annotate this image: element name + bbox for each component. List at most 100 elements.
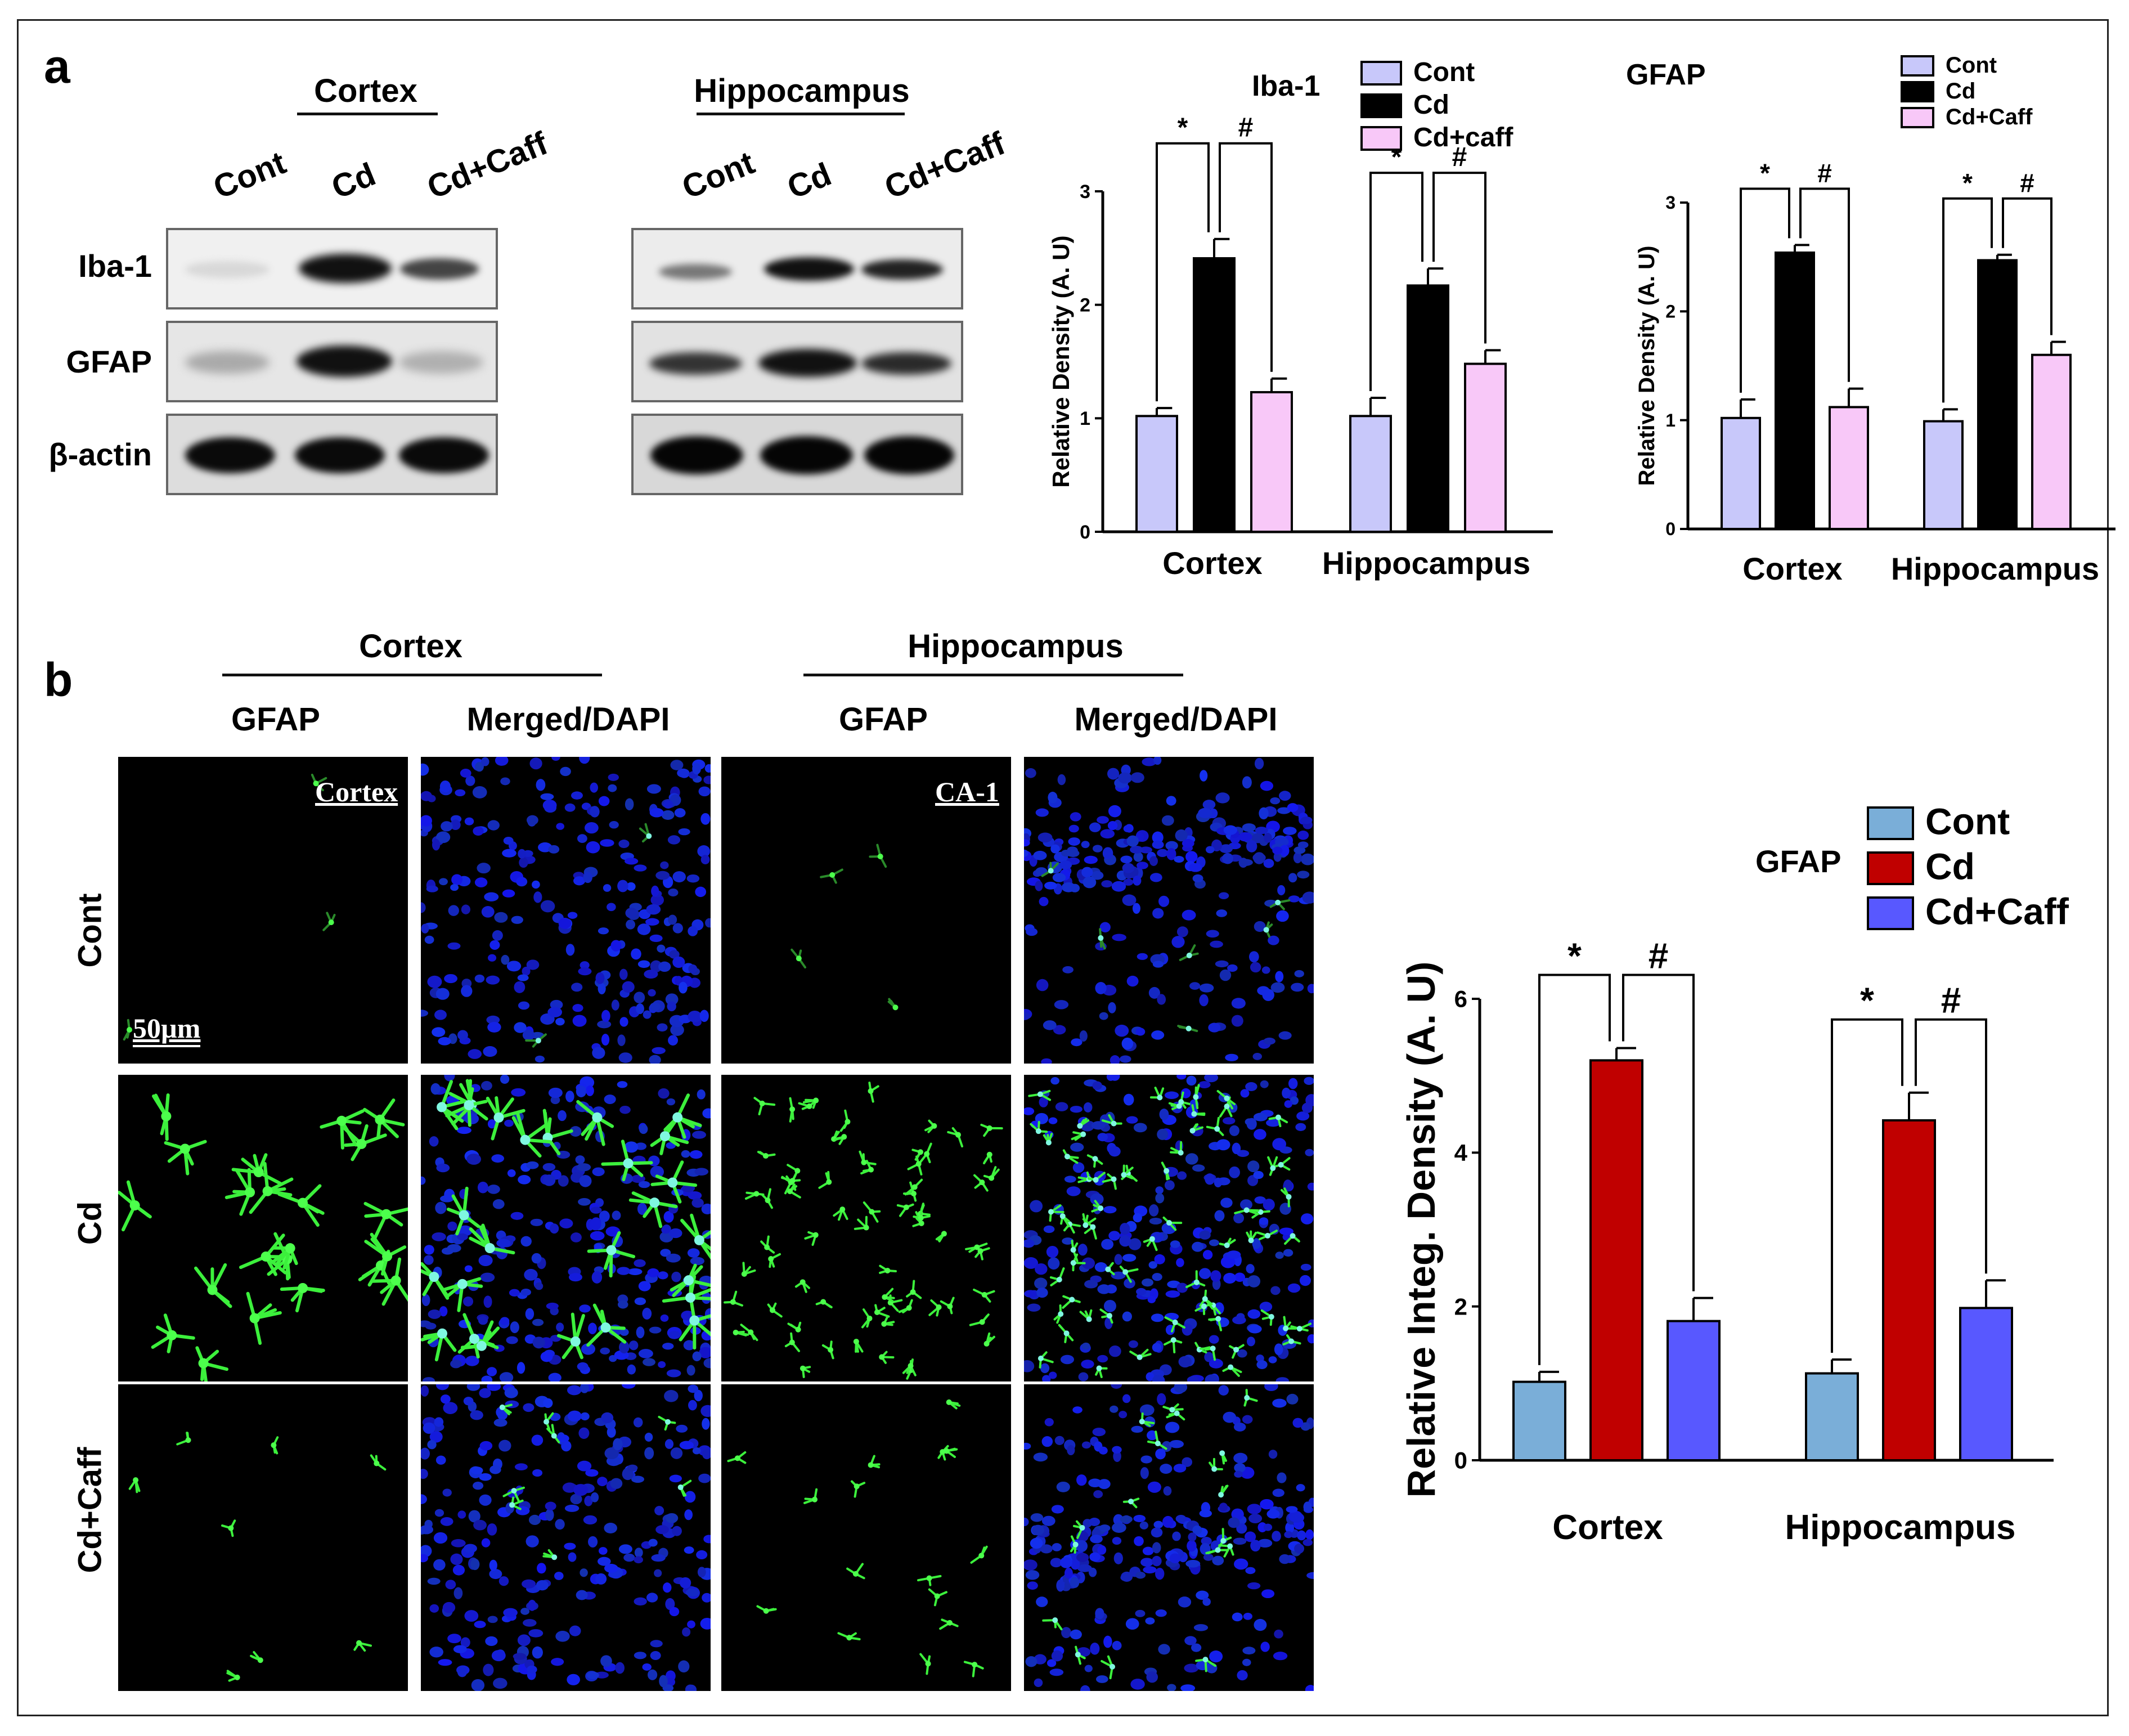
legend-label: Cd: [1946, 79, 1975, 104]
blot-hippocampus-header: Hippocampus: [694, 73, 910, 109]
bar: [1589, 1059, 1643, 1462]
micrograph: [118, 1384, 408, 1691]
chart-title: GFAP: [1626, 59, 1706, 91]
bar: [1959, 1307, 2013, 1462]
chart-gfap-integ: 0 2 4 6 Relative Integ. Density (A. U) Cortex…: [1399, 801, 2069, 1547]
col-label-cortex-gfap: GFAP: [231, 701, 320, 738]
bar: [1829, 406, 1869, 531]
legend-label: Cd: [1925, 846, 1975, 887]
bar: [1721, 416, 1761, 530]
category-label: Hippocampus: [1322, 545, 1530, 581]
legend-swatch: [1360, 61, 1402, 86]
panel-a-letter: a: [44, 40, 70, 93]
micrograph: [421, 1384, 711, 1691]
legend-label: Cd+caff: [1413, 123, 1513, 152]
y-tick-label: 3: [1080, 181, 1090, 203]
row-label-cd: Cd: [71, 1201, 109, 1245]
significance-bracket: [1538, 974, 1611, 1365]
micrograph: [421, 1075, 711, 1381]
legend-swatch: [1901, 107, 1934, 128]
significance-bracket: [1156, 142, 1210, 402]
y-tick-label: 2: [1454, 1293, 1467, 1320]
blot-hippocampus-underline: [697, 113, 905, 115]
legend-swatch: [1901, 55, 1934, 77]
significance-bracket: [1799, 187, 1850, 382]
image-label-ca1: CA-1: [935, 776, 999, 808]
y-axis-label: Relative Density (A. U): [1048, 235, 1074, 487]
y-axis-label: Relative Density (A. U): [1634, 246, 1659, 486]
row-label-cdcaff: Cd+Caff: [71, 1447, 109, 1573]
blot-row-label-bactin: β-actin: [48, 437, 152, 472]
significance-bracket: [1915, 1018, 1987, 1274]
bar: [1512, 1380, 1566, 1461]
micrograph: [1024, 1384, 1314, 1691]
y-tick-label: 3: [1665, 192, 1676, 213]
legend-swatch: [1360, 93, 1402, 118]
micrograph: [118, 1075, 408, 1381]
blot-hippo-iba1: [631, 228, 963, 309]
micro-hippocampus-header: Hippocampus: [908, 628, 1124, 665]
significance-bracket: [1622, 974, 1695, 1291]
significance-mark: #: [1238, 113, 1254, 143]
micrograph: [721, 1075, 1011, 1381]
y-tick-label: 0: [1665, 519, 1676, 539]
category-label: Hippocampus: [1891, 551, 2099, 586]
legend-label: Cd: [1413, 90, 1449, 120]
category-label: Cortex: [1552, 1508, 1663, 1547]
micro-hippocampus-underline: [803, 674, 1183, 676]
bar: [1250, 391, 1293, 533]
significance-bracket: [1942, 197, 1993, 403]
col-label-hippo-gfap: GFAP: [839, 701, 928, 738]
significance-mark: #: [1817, 158, 1832, 187]
panel-b-letter: b: [44, 653, 73, 706]
bar: [1667, 1320, 1721, 1462]
significance-mark: *: [1860, 980, 1874, 1021]
chart-iba1: 0 1 2 3 Relative Density (A. U) Cortex * # Hippo…: [1048, 57, 1553, 581]
bar: [1775, 251, 1815, 530]
significance-bracket: [1740, 187, 1790, 393]
blot-cortex-header: Cortex: [314, 73, 417, 109]
micro-cortex-underline: [222, 674, 602, 676]
bar: [1193, 257, 1236, 533]
category-label: Cortex: [1162, 545, 1262, 581]
chart-title: Iba-1: [1252, 70, 1320, 102]
significance-bracket: [1219, 142, 1273, 372]
blot-row-label-iba1: Iba-1: [78, 248, 152, 284]
legend-swatch: [1901, 81, 1934, 102]
micrograph: [1024, 757, 1314, 1064]
significance-mark: *: [1962, 168, 1973, 198]
significance-mark: #: [1649, 935, 1669, 976]
micrograph: [421, 757, 711, 1064]
legend-label: Cont: [1413, 57, 1475, 87]
y-tick-label: 1: [1080, 408, 1090, 429]
micro-cortex-header: Cortex: [359, 628, 462, 665]
bar: [1349, 415, 1392, 533]
significance-mark: *: [1760, 158, 1770, 187]
significance-mark: #: [1941, 980, 1961, 1021]
legend-swatch: [1360, 126, 1402, 151]
category-label: Hippocampus: [1785, 1508, 2016, 1547]
blot-cortex-gfap: [166, 321, 498, 402]
bar: [1135, 415, 1178, 533]
bar: [1805, 1372, 1859, 1461]
bar: [2031, 353, 2072, 531]
legend-swatch: [1867, 851, 1914, 885]
category-label: Cortex: [1742, 551, 1842, 586]
scale-bar-label: 50µm: [133, 1012, 201, 1044]
significance-bracket: [1369, 172, 1423, 392]
significance-mark: #: [2020, 168, 2034, 198]
micrograph: [1024, 1075, 1314, 1381]
blot-hippo-bactin: [631, 414, 963, 495]
blot-cortex-bactin: [166, 414, 498, 495]
y-tick-label: 2: [1080, 295, 1090, 316]
y-tick-label: 0: [1080, 522, 1090, 543]
y-tick-label: 2: [1665, 302, 1676, 322]
significance-mark: #: [1452, 142, 1467, 172]
y-tick-label: 4: [1454, 1140, 1468, 1166]
figure-frame: [17, 19, 2109, 1716]
significance-mark: *: [1567, 935, 1582, 976]
row-label-cont: Cont: [71, 893, 109, 968]
significance-bracket: [2002, 197, 2052, 335]
blot-cortex-underline: [297, 113, 438, 115]
bar: [1977, 259, 2018, 530]
